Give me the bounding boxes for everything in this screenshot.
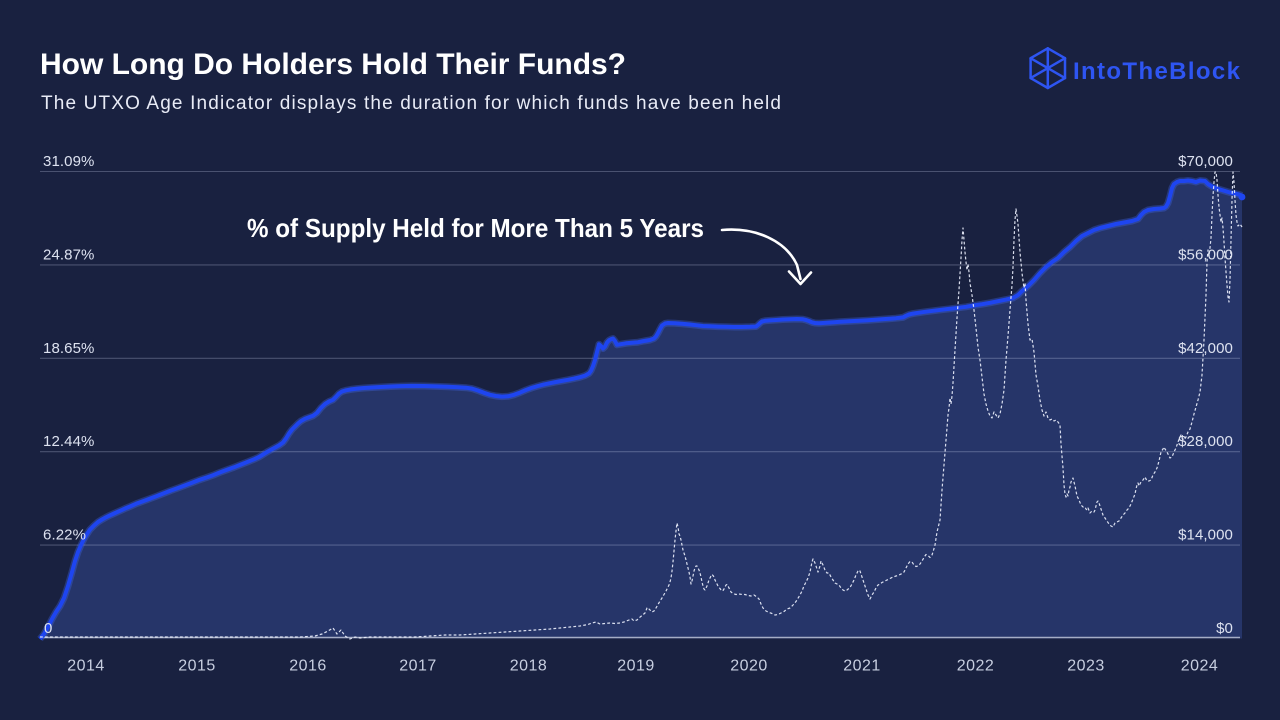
svg-text:24.87%: 24.87% bbox=[43, 246, 94, 263]
svg-text:$14,000: $14,000 bbox=[1178, 527, 1233, 544]
svg-text:12.44%: 12.44% bbox=[43, 433, 94, 450]
svg-text:2024: 2024 bbox=[1181, 658, 1219, 675]
svg-text:How Long Do Holders Hold Their: How Long Do Holders Hold Their Funds? bbox=[40, 48, 626, 81]
svg-text:2018: 2018 bbox=[510, 658, 548, 675]
svg-text:2017: 2017 bbox=[399, 658, 437, 675]
svg-text:2015: 2015 bbox=[178, 658, 216, 675]
svg-text:2021: 2021 bbox=[843, 658, 881, 675]
svg-text:18.65%: 18.65% bbox=[43, 340, 94, 357]
svg-text:$56,000: $56,000 bbox=[1178, 246, 1233, 263]
svg-text:$0: $0 bbox=[1216, 620, 1233, 637]
svg-text:6.22%: 6.22% bbox=[43, 527, 86, 544]
svg-text:2014: 2014 bbox=[67, 658, 105, 675]
svg-text:$42,000: $42,000 bbox=[1178, 340, 1233, 357]
svg-text:2023: 2023 bbox=[1067, 658, 1105, 675]
svg-text:2020: 2020 bbox=[730, 658, 768, 675]
svg-text:$70,000: $70,000 bbox=[1178, 153, 1233, 170]
svg-text:2016: 2016 bbox=[289, 658, 327, 675]
svg-text:IntoTheBlock: IntoTheBlock bbox=[1073, 58, 1241, 85]
svg-text:$28,000: $28,000 bbox=[1178, 433, 1233, 450]
svg-text:31.09%: 31.09% bbox=[43, 153, 94, 170]
svg-text:2019: 2019 bbox=[617, 658, 655, 675]
svg-text:% of Supply Held for More Than: % of Supply Held for More Than 5 Years bbox=[247, 213, 704, 243]
svg-text:0: 0 bbox=[44, 620, 52, 637]
svg-text:2022: 2022 bbox=[957, 658, 995, 675]
